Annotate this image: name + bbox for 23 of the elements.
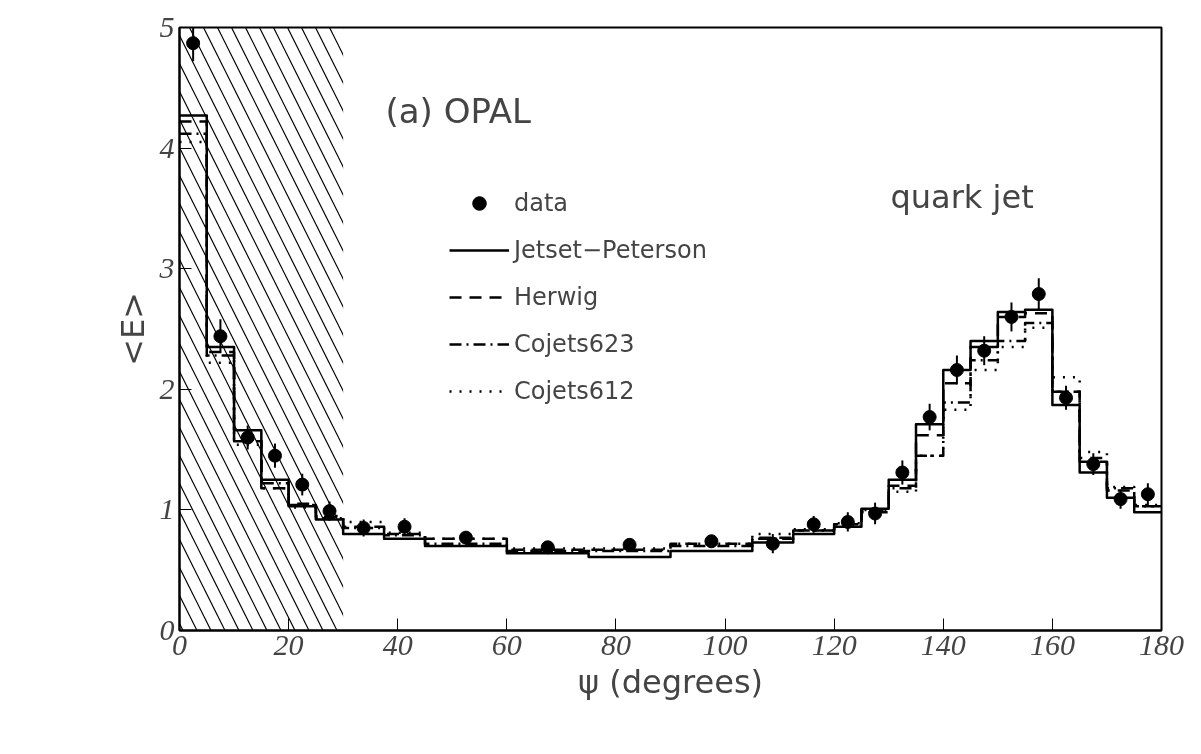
x-tick-label: 100	[702, 627, 748, 661]
legend-label: Cojets612	[514, 376, 635, 407]
y-tick-label: 2	[159, 371, 175, 405]
annotation: quark jet	[890, 177, 1034, 216]
y-tick-label: 1	[159, 492, 175, 526]
legend-label: Jetset−Peterson	[514, 235, 707, 266]
x-tick-label: 120	[811, 627, 857, 661]
x-tick-label: 60	[491, 627, 522, 661]
x-tick-label: 160	[1029, 627, 1075, 661]
x-tick-label: 80	[600, 627, 631, 661]
y-tick-label: 3	[158, 251, 175, 285]
x-tick-label: 40	[382, 627, 413, 661]
x-tick-label: 20	[273, 627, 304, 661]
y-tick-label: 4	[159, 130, 175, 164]
legend-label: Cojets623	[514, 329, 635, 360]
legend-label: data	[514, 188, 569, 219]
annotation: (a) OPAL	[385, 90, 532, 131]
x-tick-label: 140	[920, 627, 966, 661]
x-tick-label: 180	[1139, 627, 1184, 661]
legend-label: Herwig	[514, 282, 599, 313]
y-tick-label: 5	[159, 10, 175, 43]
x-axis-title: ψ (degrees)	[577, 662, 764, 701]
y-axis-title: <E>	[113, 292, 152, 366]
